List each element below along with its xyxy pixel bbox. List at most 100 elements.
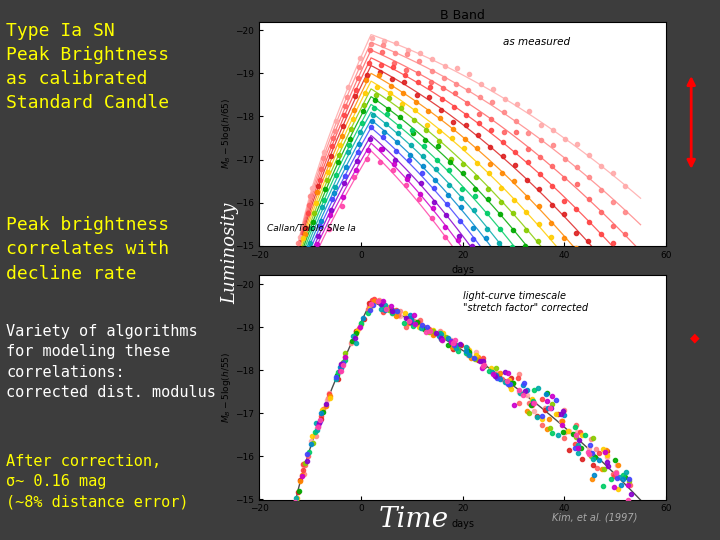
Point [535,136,546,144]
Point [477,358,489,367]
Point [348,173,360,182]
Point [461,111,472,119]
Point [325,392,336,400]
Point [387,307,398,316]
Point [280,310,292,319]
Point [367,111,379,119]
Point [607,435,618,443]
Point [302,244,314,252]
Point [427,204,438,213]
Point [484,160,495,168]
Point [583,151,595,160]
Point [519,253,531,261]
Point [426,66,437,75]
Point [526,395,537,403]
Point [477,363,488,372]
Point [422,106,433,115]
Point [468,206,480,214]
Point [518,378,530,387]
Point [541,388,552,397]
Point [570,431,581,440]
Point [400,181,412,190]
Point [330,171,342,180]
Point [469,185,481,193]
Point [477,362,489,370]
Point [387,307,399,315]
Point [346,339,357,347]
Point [366,295,377,304]
Point [613,484,624,493]
Point [594,436,606,444]
Point [544,327,555,335]
Point [559,197,570,205]
Point [408,317,420,326]
Point [455,341,467,349]
Point [528,399,540,407]
Point [533,383,544,392]
Point [534,202,545,211]
Point [574,435,585,444]
Point [302,449,313,458]
Point [373,70,384,79]
Point [303,201,315,210]
Point [594,501,606,510]
Point [595,186,607,194]
Point [533,220,544,228]
Point [594,454,606,462]
Point [293,487,305,495]
Point [505,385,517,394]
Point [518,273,530,282]
Point [529,374,541,382]
Point [320,185,331,193]
Point [594,408,606,417]
Point [279,314,290,322]
Point [445,155,456,164]
Point [627,510,639,519]
Point [356,319,367,327]
Point [531,308,542,316]
Point [390,39,402,48]
Point [451,63,462,72]
Point [418,325,430,334]
Point [428,197,439,206]
Point [325,151,336,160]
Point [355,320,366,328]
Point [528,385,539,394]
Point [448,118,459,126]
Point [555,403,567,411]
Point [316,406,328,414]
Point [597,482,608,490]
Point [508,209,519,218]
Point [418,152,429,161]
Point [428,329,440,338]
Point [546,400,558,408]
Point [311,426,323,434]
Point [416,168,428,177]
Point [608,469,619,478]
Point [349,330,361,339]
Point [427,55,438,63]
Point [392,137,403,146]
Point [379,304,391,313]
Point [377,40,389,49]
Point [378,133,390,141]
Point [569,348,580,356]
Point [619,230,631,239]
Point [495,369,506,378]
Point [431,165,442,173]
Point [610,455,621,464]
Point [383,306,395,314]
Point [387,63,399,72]
Point [546,404,557,413]
Point [562,427,574,436]
Point [368,296,379,305]
Point [315,417,326,426]
Point [546,162,558,171]
Point [544,424,555,433]
Point [376,298,387,306]
Point [542,382,554,390]
Point [297,460,309,469]
Point [499,95,510,104]
Point [417,162,428,171]
Point [615,481,626,489]
